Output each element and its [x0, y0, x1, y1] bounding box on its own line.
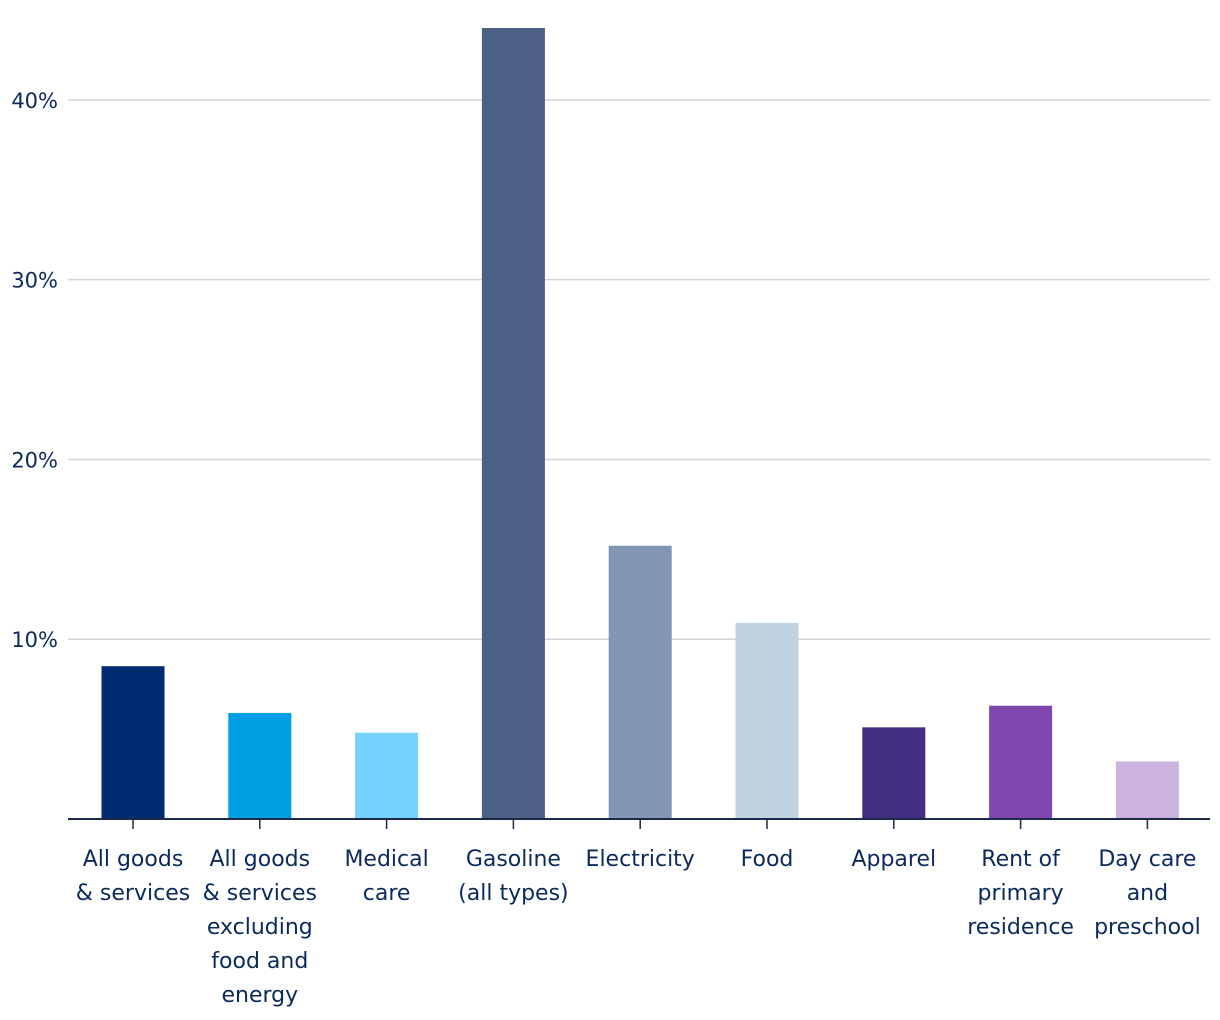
category-label-line: Electricity	[586, 847, 695, 872]
bar	[608, 545, 672, 819]
category-label-line: excluding	[207, 915, 313, 940]
category-label: Electricity	[586, 847, 695, 872]
y-tick-label: 30%	[11, 269, 58, 293]
category-label-line: primary	[978, 881, 1064, 906]
category-label: Rent of primary residence	[967, 847, 1074, 940]
category-label: Food	[741, 847, 794, 872]
category-label-line: residence	[967, 915, 1074, 940]
bar	[862, 727, 926, 819]
category-label: Medical care	[344, 847, 428, 906]
y-tick-label: 40%	[11, 89, 58, 113]
category-label-line: All goods	[83, 847, 184, 872]
category-label: Gasoline (all types)	[458, 847, 568, 906]
category-label-line: (all types)	[458, 881, 568, 906]
bar	[481, 28, 545, 819]
category-label-line: and	[1127, 881, 1168, 906]
category-label-line: & services	[203, 881, 317, 906]
category-label-line: preschool	[1094, 915, 1201, 940]
bar	[355, 732, 419, 819]
x-axis-ticks	[132, 819, 1149, 829]
category-label-line: Apparel	[851, 847, 936, 872]
y-axis-tick-labels: 10% 20% 30% 40%	[11, 89, 58, 652]
bars	[101, 28, 1179, 819]
bar	[1115, 761, 1179, 819]
category-label-line: care	[363, 881, 411, 906]
bar	[735, 623, 799, 819]
category-label-line: Medical	[344, 847, 428, 872]
bar	[989, 705, 1053, 819]
category-label-line: Day care	[1098, 847, 1196, 872]
category-label-line: & services	[76, 881, 190, 906]
bar	[228, 712, 292, 819]
category-label-line: food and	[211, 949, 308, 974]
category-label: All goods & services excluding food and ener…	[203, 847, 317, 1008]
category-label: Day care and preschool	[1094, 847, 1201, 940]
y-tick-label: 10%	[11, 628, 58, 652]
category-label-line: All goods	[210, 847, 311, 872]
category-label: All goods & services	[76, 847, 190, 906]
category-label-line: Food	[741, 847, 794, 872]
y-tick-label: 20%	[11, 448, 58, 472]
category-label-line: energy	[221, 983, 298, 1008]
x-axis-category-labels: All goods & services All goods & services ex…	[76, 847, 1201, 1008]
bar	[101, 666, 165, 819]
category-label-line: Rent of	[981, 847, 1061, 872]
category-label-line: Gasoline	[466, 847, 561, 872]
category-label: Apparel	[851, 847, 936, 872]
